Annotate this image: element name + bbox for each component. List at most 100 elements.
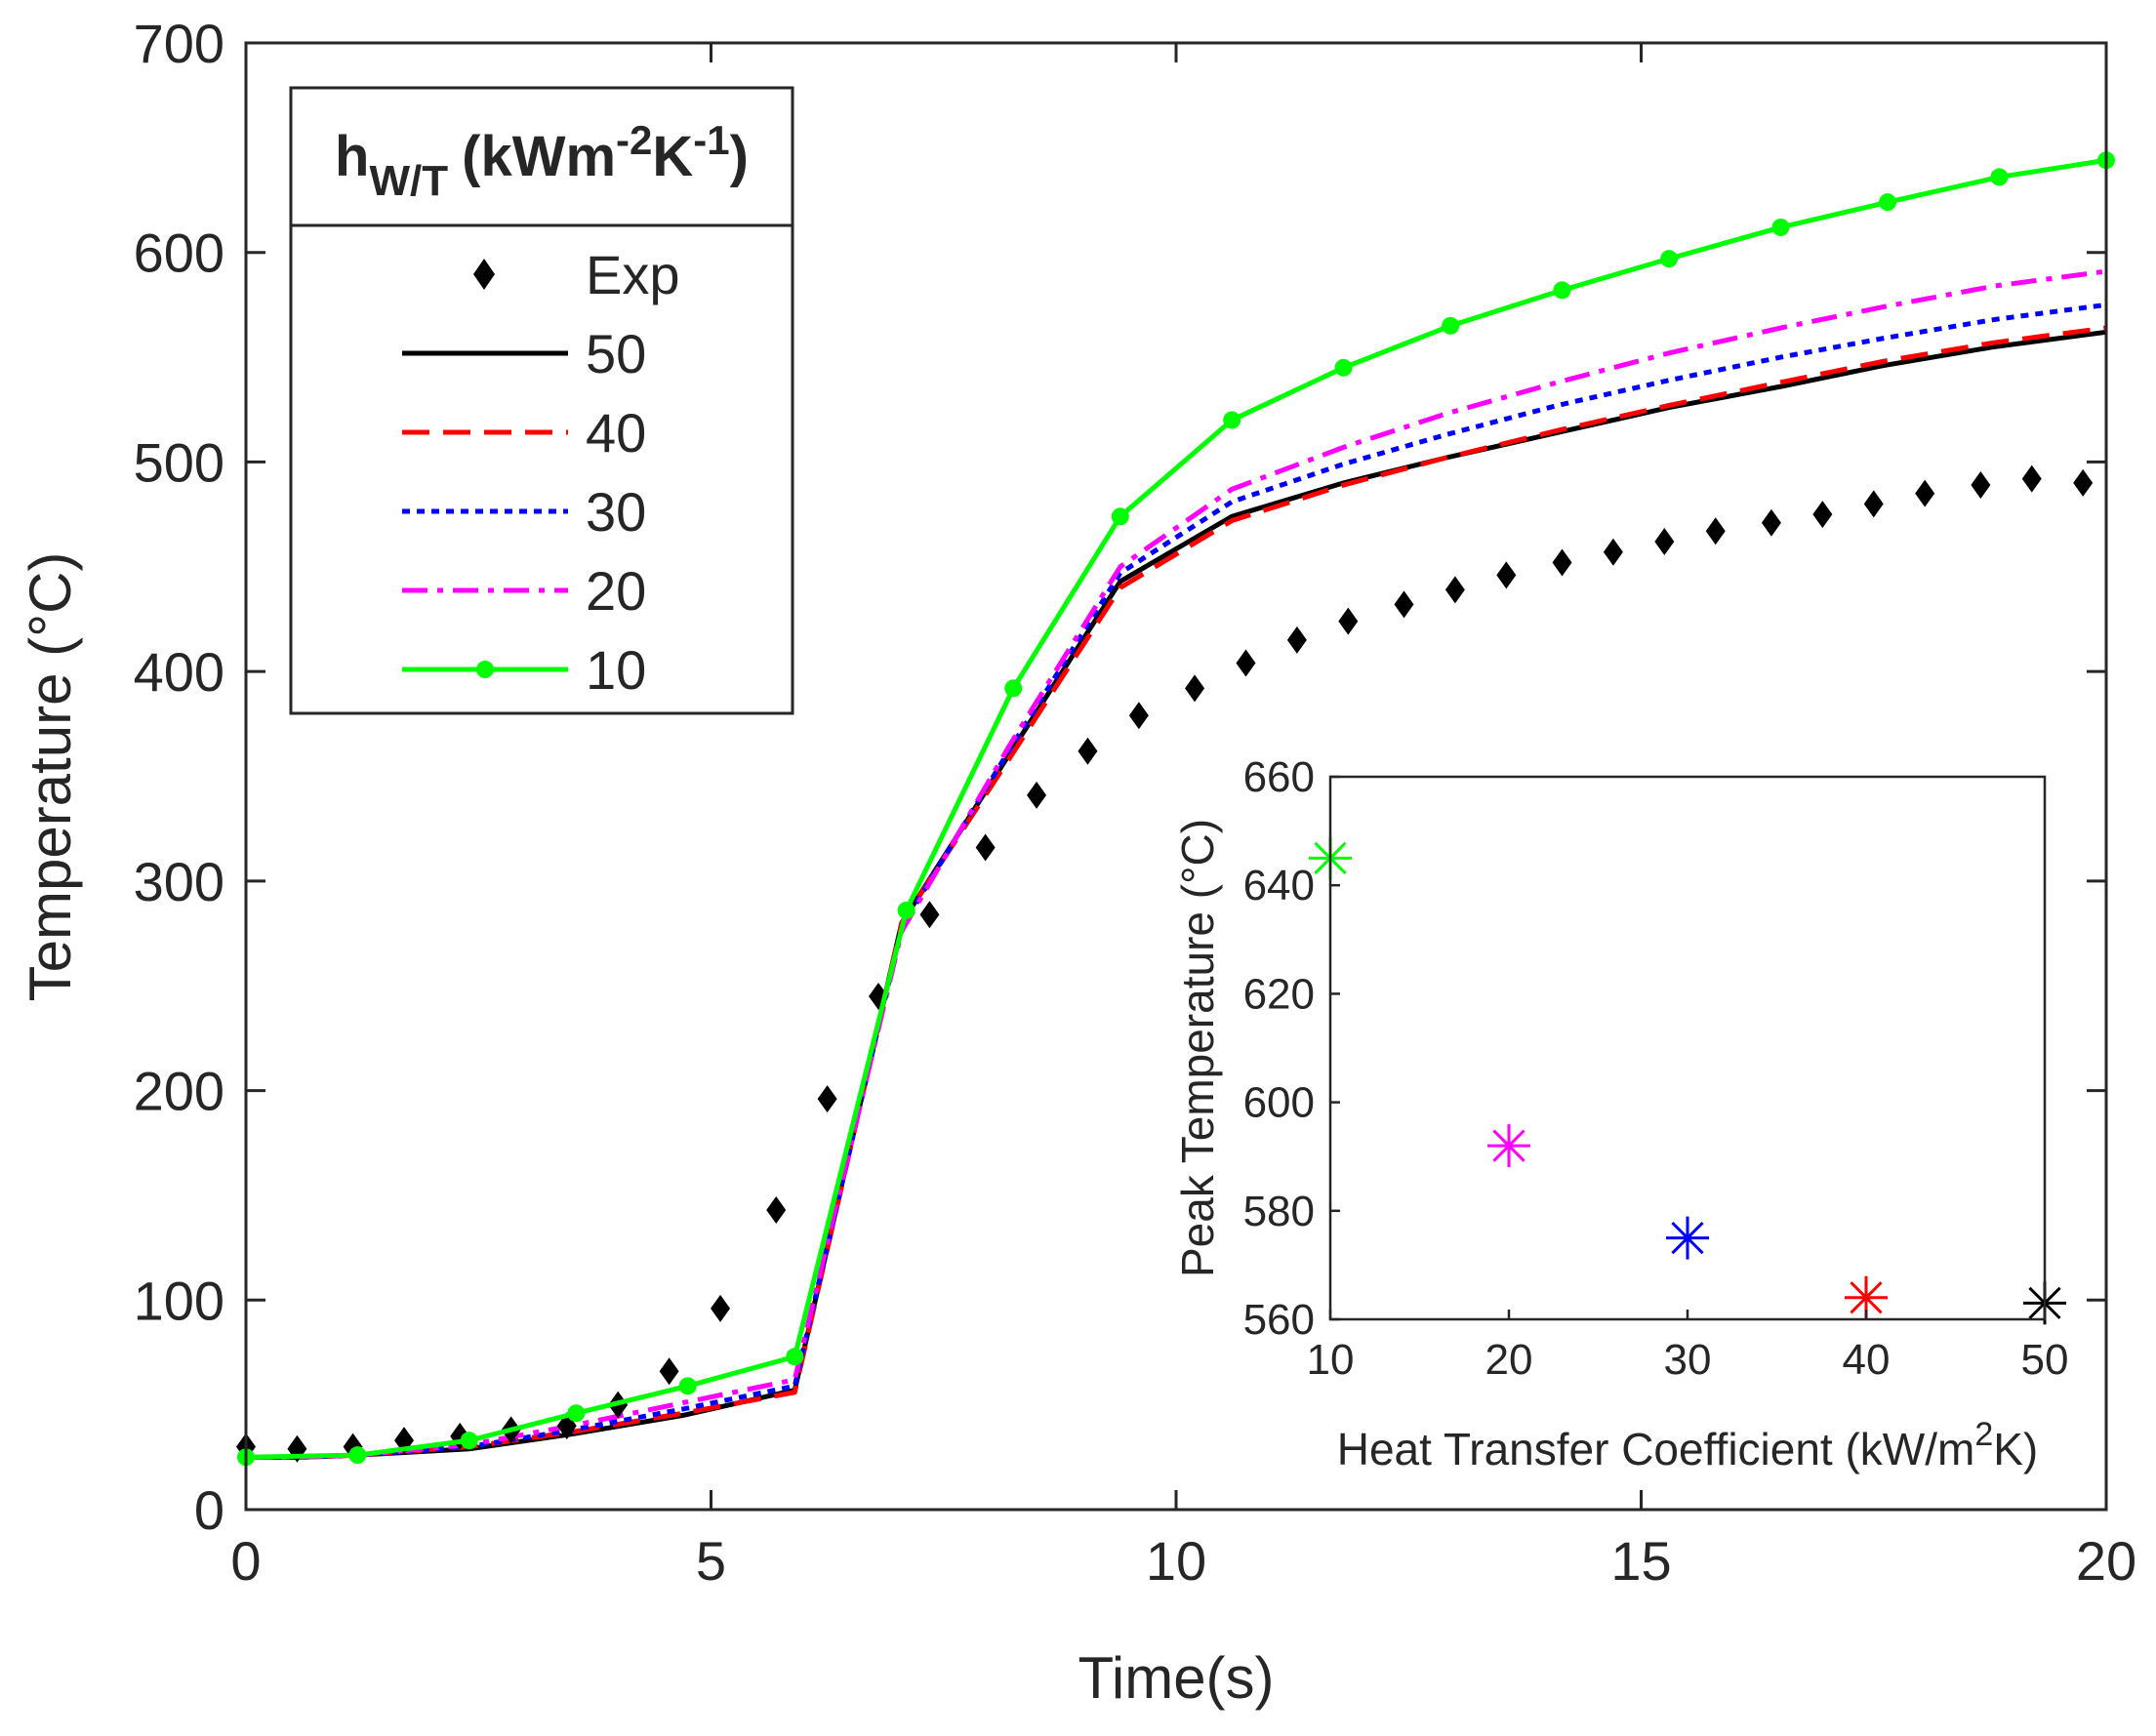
legend-item-20: 20 [402, 560, 646, 622]
exp-point [1761, 508, 1781, 537]
legend-item-Exp: Exp [473, 244, 680, 305]
y-tick-label: 500 [134, 431, 224, 493]
series-point-10 [786, 1348, 804, 1366]
series-point-10 [1771, 218, 1790, 236]
inset-y-tick-label: 620 [1243, 970, 1315, 1018]
series-point-10 [348, 1446, 367, 1465]
chart-legend: hW/T (kWm-2K-1) Exp 50 40 30 20 10 [289, 86, 794, 715]
inset-x-tick-label: 30 [1664, 1336, 1712, 1384]
exp-point [1444, 576, 1465, 604]
asterisk-stroke [1492, 1129, 1525, 1162]
exp-point [1552, 548, 1572, 577]
inset-x-axis-label-main: Heat Transfer Coefficient (kW/m [1337, 1424, 1975, 1474]
exp-point [1236, 649, 1256, 677]
exp-point [1915, 479, 1935, 507]
series-point-10 [1553, 281, 1571, 300]
asterisk-stroke [1850, 1281, 1883, 1314]
series-point-10 [567, 1404, 586, 1423]
legend-swatch [473, 259, 495, 290]
legend-title-unit-b: K [652, 125, 693, 188]
y-tick-label: 400 [134, 641, 224, 703]
series-point-10 [1660, 250, 1679, 268]
inset-y-tick-label: 640 [1243, 862, 1315, 909]
y-tick-label: 300 [134, 851, 224, 912]
series-point-10 [1223, 411, 1241, 429]
legend-title-sup-a: -2 [616, 117, 652, 163]
series-10 [237, 151, 2115, 1467]
exp-point [1603, 538, 1623, 566]
series-point-10 [1004, 679, 1023, 698]
exp-point [1654, 528, 1675, 556]
series-point-10 [1879, 193, 1897, 212]
x-tick-label: 0 [230, 1530, 261, 1592]
exp-point [1078, 737, 1098, 765]
exp-point [766, 1195, 787, 1224]
main-series-layer [236, 151, 2115, 1467]
legend-label: Exp [586, 244, 680, 305]
main-x-axis-label: Time(s) [1078, 1645, 1274, 1711]
series-line-10 [245, 157, 2107, 1460]
exp-point [1185, 674, 1205, 703]
series-point-10 [1442, 316, 1460, 335]
legend-label: 20 [586, 560, 646, 622]
y-tick-label: 0 [194, 1479, 224, 1541]
legend-title-sub: W/T [369, 157, 448, 205]
x-tick-label: 5 [696, 1530, 726, 1592]
legend-title-unit-a: (kWm [462, 125, 616, 188]
exp-point [2073, 468, 2094, 497]
exp-point [1705, 517, 1726, 545]
exp-point [1863, 490, 1884, 518]
y-tick-label: 700 [134, 13, 224, 74]
inset-x-axis-label-sup: 2 [1974, 1416, 1993, 1453]
exp-point [1338, 607, 1359, 635]
main-y-axis-label: Temperature (°C) [18, 552, 83, 1002]
exp-point [711, 1294, 731, 1322]
series-Exp [236, 464, 2094, 1463]
legend-title-sup-b: -1 [693, 117, 729, 163]
series-point-10 [1334, 358, 1353, 377]
series-point-10 [678, 1377, 697, 1395]
inset-y-tick-label: 580 [1243, 1188, 1315, 1235]
y-tick-label: 600 [134, 222, 224, 284]
x-tick-label: 20 [2076, 1530, 2136, 1592]
exp-point [1128, 702, 1149, 730]
exp-point [659, 1357, 679, 1386]
inset-tick-layer: 10 20 30 40 50 560 580 600 620 640 660 [1243, 753, 2069, 1384]
legend-box [289, 86, 794, 715]
exp-point [1812, 501, 1833, 529]
x-tick-label: 15 [1610, 1530, 1671, 1592]
inset-y-tick-label: 600 [1243, 1079, 1315, 1127]
exp-point [1394, 590, 1414, 619]
inset-point [1845, 1275, 1888, 1319]
legend-item-30: 30 [402, 481, 646, 543]
asterisk-stroke [1671, 1221, 1704, 1255]
legend-title-close: ) [730, 125, 749, 188]
y-tick-label: 100 [134, 1270, 224, 1331]
inset-y-axis-label: Peak Temperature (°C) [1172, 819, 1223, 1277]
inset-y-tick-label: 660 [1243, 753, 1315, 801]
inset-point [1487, 1124, 1530, 1168]
legend-label: 10 [586, 639, 646, 701]
exp-point [817, 1085, 837, 1113]
exp-point [919, 901, 940, 929]
series-point-10 [1111, 507, 1129, 526]
x-tick-label: 10 [1146, 1530, 1206, 1592]
series-point-10 [897, 901, 915, 919]
inset-x-tick-label: 50 [2021, 1336, 2069, 1384]
legend-swatch-marker [476, 661, 494, 678]
inset-chart: 10 20 30 40 50 560 580 600 620 640 660 Heat Transf… [1172, 753, 2068, 1474]
exp-point [1286, 626, 1307, 654]
inset-x-tick-label: 40 [1843, 1336, 1891, 1384]
legend-label: 50 [586, 323, 646, 384]
legend-label: 40 [586, 402, 646, 464]
inset-x-axis-label: Heat Transfer Coefficient (kW/m2K) [1337, 1416, 2039, 1474]
inset-y-tick-label: 560 [1243, 1296, 1315, 1344]
legend-title-h: h [335, 125, 369, 188]
exp-point [1027, 781, 1047, 809]
legend-item-50: 50 [402, 323, 646, 384]
exp-point [1971, 471, 1991, 500]
legend-item-40: 40 [402, 402, 646, 464]
